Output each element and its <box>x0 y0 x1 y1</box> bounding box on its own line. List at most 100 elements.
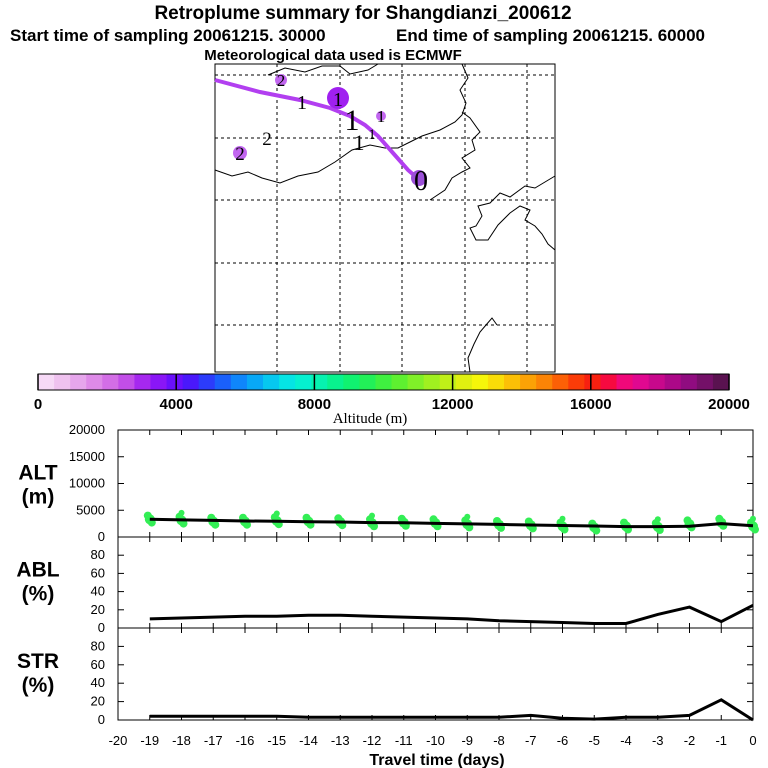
x-tick-label: -13 <box>331 733 350 748</box>
x-axis-label: Travel time (days) <box>369 752 504 768</box>
end-time-label: End time of sampling 20061215. 60000 <box>396 26 705 45</box>
colorbar-tick-label: 12000 <box>432 396 474 413</box>
colorbar-swatch <box>487 374 505 390</box>
y-tick-label: 15000 <box>69 449 105 464</box>
colorbar-swatch <box>616 374 634 390</box>
mean-altitude-line <box>149 517 754 529</box>
x-tick-label: -5 <box>588 733 600 748</box>
colorbar-tick-label: 0 <box>34 396 42 413</box>
x-tick-label: -14 <box>299 733 318 748</box>
colorbar-swatch <box>327 374 344 390</box>
x-tick-label: -8 <box>493 733 505 748</box>
y-tick-label: 0 <box>98 620 105 635</box>
colorbar-swatch <box>198 374 216 390</box>
y-tick-label: 60 <box>91 565 105 580</box>
y-tick-label: 20000 <box>69 422 105 437</box>
cluster-markers: 1 1 2 1 1 1 1 2 2 0 <box>233 71 428 197</box>
y-tick-label: 0 <box>98 529 105 544</box>
x-tick-label: -3 <box>652 733 664 748</box>
cluster-label: 1 <box>354 130 365 155</box>
plume-cluster-point <box>397 514 406 523</box>
panel-frame <box>117 627 754 721</box>
panel-label: ABL <box>16 559 59 582</box>
plume-cluster-point <box>620 518 628 527</box>
colorbar-swatch <box>182 374 200 390</box>
panel-label-unit: (m) <box>22 486 55 509</box>
abl-fraction-line <box>149 603 754 625</box>
met-data-label: Meteorological data used is ECMWF <box>204 47 462 64</box>
panel-label: ALT <box>18 462 57 485</box>
colorbar-swatch <box>536 374 553 390</box>
x-tick-label: -16 <box>236 733 255 748</box>
colorbar-swatch <box>471 374 489 390</box>
str-fraction-line <box>149 698 754 722</box>
colorbar-swatch <box>632 374 650 390</box>
cluster-label: 1 <box>377 107 386 126</box>
colorbar-swatch <box>600 374 618 390</box>
plume-cluster-point <box>143 511 152 520</box>
station-marker <box>411 170 427 186</box>
colorbar-swatch <box>343 374 360 390</box>
altitude-colorbar: 0 4000 8000 12000 16000 20000 <box>34 373 750 413</box>
cluster-label: 1 <box>368 127 376 143</box>
cluster-label: 1 <box>297 92 307 114</box>
cluster-marker <box>233 146 247 160</box>
colorbar-swatch <box>134 374 152 390</box>
x-tick-label: -10 <box>426 733 445 748</box>
colorbar-swatch <box>375 374 393 390</box>
x-tick-label: -2 <box>684 733 696 748</box>
cluster-marker <box>275 74 287 86</box>
colorbar-swatch <box>118 374 136 390</box>
x-tick-label: 0 <box>749 733 756 748</box>
y-tick-label: 80 <box>91 547 105 562</box>
plume-cluster-point <box>654 516 661 523</box>
colorbar-title: Altitude (m) <box>333 411 408 427</box>
colorbar-swatch <box>262 374 280 390</box>
cluster-label: 2 <box>262 129 272 150</box>
panel-label-unit: (%) <box>22 583 55 606</box>
x-tick-label: -1 <box>715 733 727 748</box>
colorbar-tick-label: 8000 <box>298 396 331 413</box>
x-tick-label: -20 <box>109 733 128 748</box>
x-tick-label: -15 <box>267 733 286 748</box>
colorbar-swatch <box>504 374 521 390</box>
cluster-label: 1 <box>345 104 360 137</box>
colorbar-swatch <box>423 374 441 390</box>
y-tick-label: 0 <box>98 712 105 727</box>
chart-panel-2: 0 20 40 60 80 ABL(%) <box>16 536 754 635</box>
colorbar-swatch <box>150 374 168 390</box>
plume-cluster-point <box>334 514 343 523</box>
retroplume-trajectory <box>214 78 425 185</box>
colorbar-swatch <box>439 374 457 390</box>
colorbar-swatch <box>680 374 698 390</box>
x-tick-label: -17 <box>204 733 223 748</box>
colorbar-swatch <box>520 374 537 390</box>
colorbar-swatch <box>584 374 602 390</box>
colorbar-swatch <box>295 374 312 390</box>
y-tick-label: 10000 <box>69 476 105 491</box>
colorbar-swatch <box>664 374 682 390</box>
x-tick-label: -18 <box>172 733 191 748</box>
plume-cluster-point <box>273 510 280 517</box>
x-tick-label: -11 <box>395 733 413 748</box>
y-tick-label: 5000 <box>76 502 105 517</box>
colorbar-swatch <box>54 374 71 390</box>
colorbar-swatch <box>230 374 248 390</box>
y-tick-label: 40 <box>91 675 105 690</box>
cluster-label: 2 <box>235 144 245 165</box>
colorbar-swatch <box>648 374 666 390</box>
colorbar-tick-label: 4000 <box>160 396 193 413</box>
start-time-label: Start time of sampling 20061215. 30000 <box>10 26 326 45</box>
station-label: 0 <box>414 166 428 197</box>
colorbar-swatch <box>568 374 585 390</box>
colorbar-swatch <box>407 374 425 390</box>
plume-cluster-point <box>243 520 251 529</box>
x-tick-label: -7 <box>525 733 537 748</box>
colorbar-swatch <box>166 374 184 390</box>
colorbar-swatch <box>86 374 103 390</box>
figure-title: Retroplume summary for Shangdianzi_20061… <box>154 3 571 24</box>
plume-cluster-point <box>302 513 311 522</box>
colorbar-swatch <box>70 374 87 390</box>
colorbar-swatch <box>391 374 409 390</box>
plume-cluster-point <box>750 515 756 522</box>
